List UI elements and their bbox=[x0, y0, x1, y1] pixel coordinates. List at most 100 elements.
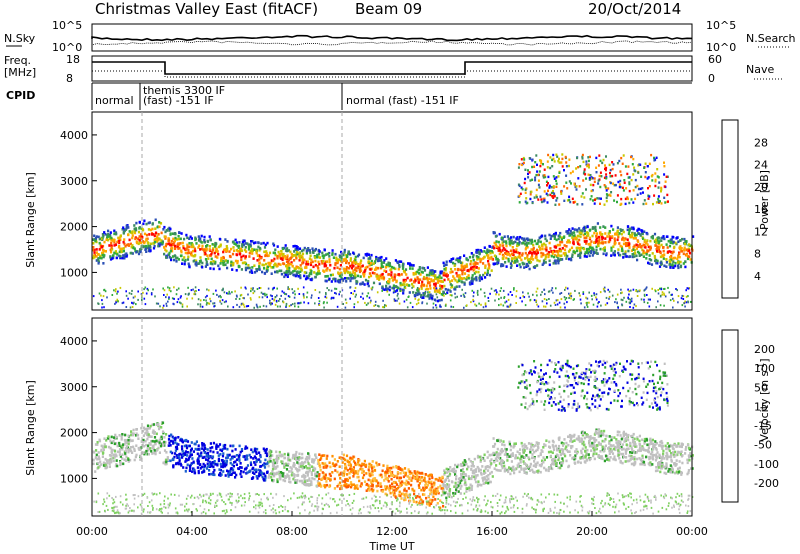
heatmap-cell bbox=[314, 289, 317, 291]
heatmap-cell bbox=[305, 275, 309, 278]
heatmap-cell bbox=[533, 251, 536, 254]
heatmap-cell bbox=[363, 275, 366, 278]
heatmap-cell bbox=[473, 469, 476, 472]
heatmap-cell bbox=[599, 231, 602, 235]
heatmap-cell bbox=[162, 304, 165, 307]
heatmap-cell bbox=[256, 288, 259, 290]
heatmap-cell bbox=[113, 238, 116, 242]
heatmap-cell bbox=[621, 228, 624, 232]
heatmap-cell bbox=[579, 256, 582, 259]
heatmap-cell bbox=[166, 293, 168, 296]
heatmap-cell bbox=[488, 244, 491, 248]
heatmap-cell bbox=[161, 430, 165, 433]
heatmap-cell bbox=[212, 302, 214, 305]
heatmap-cell bbox=[528, 157, 531, 160]
heatmap-cell bbox=[495, 293, 497, 296]
heatmap-cell bbox=[286, 275, 289, 278]
heatmap-cell bbox=[571, 440, 574, 443]
heatmap-cell bbox=[397, 273, 400, 276]
heatmap-cell bbox=[342, 253, 345, 257]
heatmap-cell bbox=[251, 271, 254, 274]
heatmap-cell bbox=[679, 239, 682, 242]
heatmap-cell bbox=[282, 262, 285, 265]
heatmap-cell bbox=[465, 263, 468, 266]
heatmap-cell bbox=[208, 245, 211, 248]
heatmap-cell bbox=[287, 258, 290, 261]
heatmap-cell bbox=[145, 292, 148, 295]
heatmap-cell bbox=[298, 302, 301, 305]
heatmap-cell bbox=[365, 303, 368, 306]
heatmap-cell bbox=[595, 232, 599, 235]
heatmap-cell bbox=[490, 269, 493, 272]
heatmap-cell bbox=[199, 303, 202, 306]
heatmap-cell bbox=[615, 438, 618, 441]
heatmap-cell bbox=[408, 291, 411, 294]
heatmap-cell bbox=[441, 280, 444, 283]
heatmap-cell bbox=[630, 297, 633, 300]
heatmap-cell bbox=[205, 260, 208, 264]
heatmap-cell bbox=[328, 258, 331, 261]
heatmap-cell bbox=[168, 253, 171, 257]
heatmap-cell bbox=[96, 441, 99, 444]
heatmap-cell bbox=[598, 197, 601, 200]
heatmap-cell bbox=[232, 246, 235, 249]
heatmap-cell bbox=[579, 254, 582, 257]
heatmap-cell bbox=[231, 463, 234, 467]
heatmap-cell bbox=[579, 229, 582, 233]
heatmap-cell bbox=[113, 241, 116, 244]
heatmap-cell bbox=[637, 171, 640, 174]
heatmap-cell bbox=[638, 232, 641, 235]
freq-right-tick-bottom: 0 bbox=[708, 72, 715, 85]
heatmap-cell bbox=[118, 241, 121, 245]
heatmap-cell bbox=[600, 304, 602, 307]
heatmap-cell bbox=[223, 301, 226, 304]
heatmap-cell bbox=[504, 301, 506, 304]
heatmap-cell bbox=[594, 225, 597, 229]
heatmap-cell bbox=[381, 287, 384, 290]
heatmap-cell bbox=[171, 435, 174, 439]
heatmap-cell bbox=[309, 278, 312, 281]
heatmap-cell bbox=[653, 254, 656, 258]
heatmap-cell bbox=[581, 229, 584, 233]
heatmap-cell bbox=[375, 266, 378, 270]
heatmap-cell bbox=[378, 282, 381, 286]
heatmap-cell bbox=[474, 470, 478, 473]
heatmap-cell bbox=[612, 253, 615, 256]
heatmap-cell bbox=[432, 279, 435, 282]
heatmap-cell bbox=[400, 260, 403, 263]
heatmap-cell bbox=[596, 240, 599, 243]
heatmap-cell bbox=[133, 224, 136, 227]
heatmap-cell bbox=[579, 249, 582, 252]
heatmap-cell bbox=[475, 254, 478, 258]
heatmap-cell bbox=[186, 243, 189, 247]
heatmap-cell bbox=[540, 293, 542, 296]
heatmap-cell bbox=[621, 249, 624, 253]
heatmap-cell bbox=[635, 445, 638, 448]
heatmap-cell bbox=[141, 240, 145, 243]
heatmap-cell bbox=[452, 261, 455, 265]
heatmap-cell bbox=[524, 251, 527, 255]
heatmap-cell bbox=[153, 240, 157, 244]
heatmap-cell bbox=[398, 260, 401, 263]
heatmap-cell bbox=[614, 447, 617, 450]
heatmap-cell bbox=[554, 304, 557, 306]
heatmap-cell bbox=[410, 483, 413, 487]
heatmap-cell bbox=[317, 269, 320, 273]
heatmap-cell bbox=[180, 453, 183, 457]
heatmap-cell bbox=[133, 301, 135, 304]
heatmap-cell bbox=[512, 465, 515, 469]
heatmap-cell bbox=[447, 494, 450, 497]
heatmap-cell bbox=[439, 287, 441, 290]
heatmap-cell bbox=[92, 248, 95, 252]
heatmap-cell bbox=[578, 227, 581, 230]
heatmap-cell bbox=[627, 438, 630, 442]
heatmap-cell bbox=[541, 263, 544, 266]
frequency-series bbox=[92, 61, 692, 75]
heatmap-cell bbox=[679, 453, 682, 456]
heatmap-cell bbox=[472, 298, 474, 301]
heatmap-cell bbox=[653, 256, 657, 260]
heatmap-cell bbox=[642, 237, 645, 240]
heatmap-cell bbox=[440, 271, 443, 275]
heatmap-cell bbox=[470, 252, 473, 255]
heatmap-cell bbox=[494, 299, 496, 302]
